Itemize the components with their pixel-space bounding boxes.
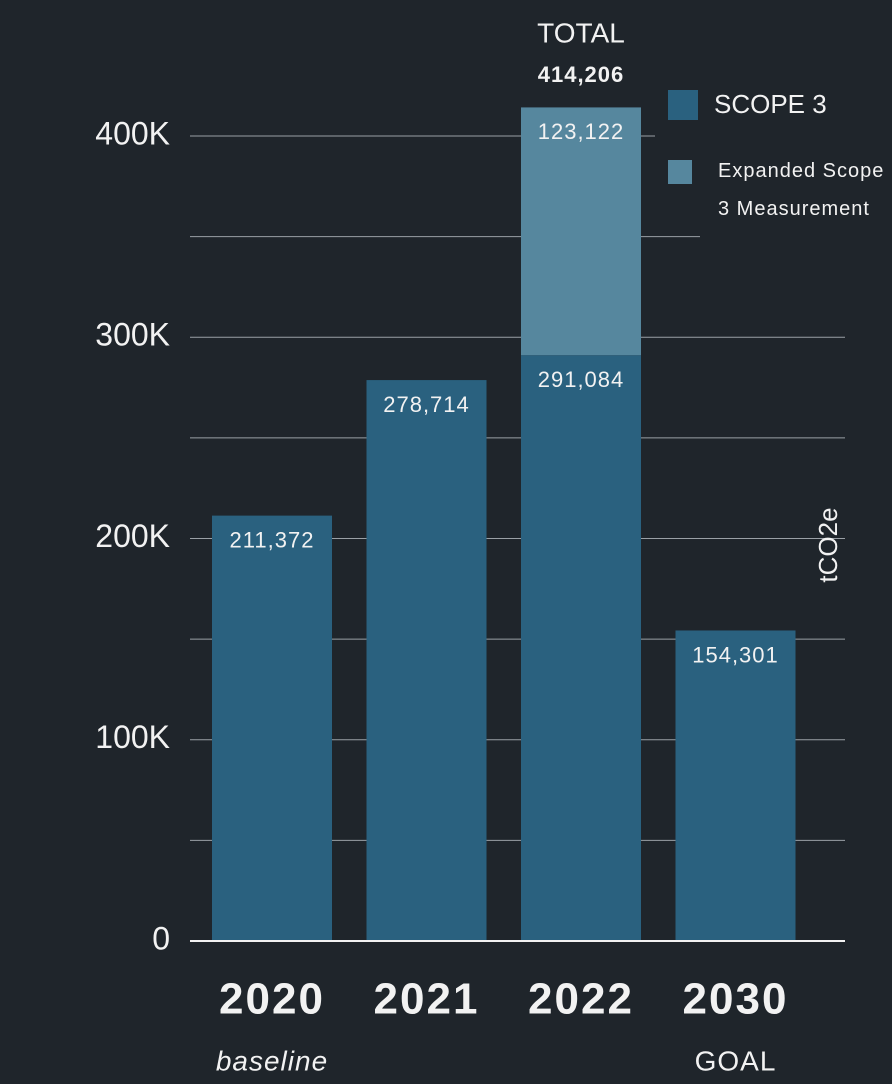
y-axis-label: tCO2e (813, 507, 843, 582)
total-title: TOTAL (537, 17, 625, 48)
y-tick-label: 200K (95, 518, 170, 554)
value-label: 278,714 (383, 392, 470, 417)
y-tick-label: 400K (95, 115, 170, 151)
value-label: 123,122 (538, 119, 625, 144)
y-tick-label: 300K (95, 317, 170, 353)
x-tick-label: 2030 (683, 975, 789, 1024)
y-tick-label: 100K (95, 719, 170, 755)
total-label: 414,206 (538, 62, 625, 87)
value-label: 211,372 (230, 527, 315, 552)
bar (366, 380, 487, 941)
bar (521, 107, 641, 356)
category-note: baseline (216, 1045, 328, 1076)
x-tick-label: 2021 (374, 975, 480, 1024)
value-label: 154,301 (692, 642, 779, 667)
y-tick-label: 0 (152, 920, 170, 956)
x-tick-label: 2022 (528, 975, 634, 1024)
legend-label: Expanded Scope 3 Measurement (718, 160, 885, 220)
x-tick-label: 2020 (219, 975, 325, 1024)
category-note: GOAL (695, 1045, 777, 1076)
legend-swatch (668, 90, 698, 120)
legend-swatch (668, 160, 692, 184)
legend-label: SCOPE 3 (714, 89, 827, 119)
bar (521, 355, 641, 941)
value-label: 291,084 (538, 367, 625, 392)
bar (212, 515, 332, 941)
bar (675, 630, 796, 941)
